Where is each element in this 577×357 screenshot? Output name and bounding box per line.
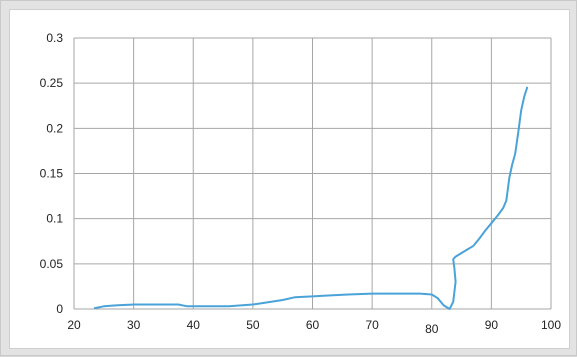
x-tick-label: 80 (425, 322, 439, 336)
x-tick-label: 40 (187, 318, 201, 332)
y-tick-label: 0.1 (46, 212, 63, 226)
tick-labels: 20 30 40 50 60 70 80 90 100 0 0.05 0.1 0.15 0.2 0.25 0.… (40, 31, 562, 336)
x-tick-label: 100 (541, 318, 561, 332)
x-tick-label: 30 (127, 318, 141, 332)
x-tick-label: 20 (67, 318, 81, 332)
y-tick-label: 0.2 (46, 121, 63, 135)
series-layer (93, 86, 529, 310)
y-tick-label: 0.3 (46, 31, 63, 45)
x-tick-label: 90 (485, 318, 499, 332)
series-line-0 (93, 86, 529, 310)
grid (73, 37, 552, 310)
y-tick-label: 0.25 (40, 76, 64, 90)
x-tick-label: 50 (246, 318, 260, 332)
y-tick-label: 0.15 (40, 167, 64, 181)
chart-panel (9, 9, 570, 349)
y-tick-label: 0 (56, 302, 63, 316)
x-tick-label: 60 (306, 318, 320, 332)
x-tick-label: 70 (365, 318, 379, 332)
y-tick-label: 0.05 (40, 257, 64, 271)
